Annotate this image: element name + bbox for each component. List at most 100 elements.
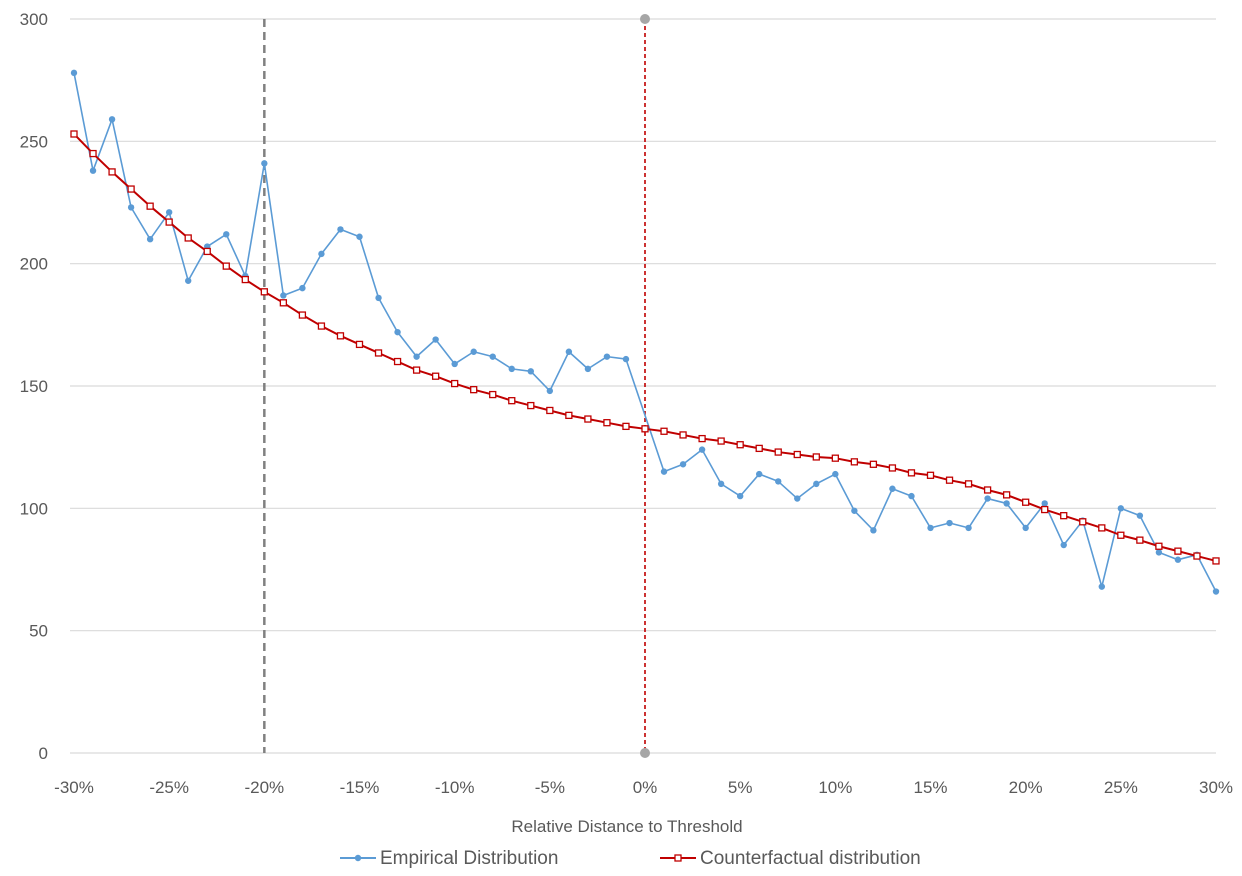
data-point	[1155, 542, 1163, 550]
data-point	[1212, 557, 1220, 565]
x-tick-label: 5%	[728, 778, 753, 797]
data-point	[755, 444, 763, 453]
data-point	[470, 386, 478, 394]
y-tick-label: 150	[20, 377, 48, 396]
legend-swatch-marker	[354, 854, 362, 862]
data-point	[774, 448, 782, 456]
data-point	[793, 450, 801, 459]
x-tick-label: -25%	[149, 778, 189, 797]
data-point	[184, 234, 192, 242]
data-point	[794, 495, 801, 502]
data-point	[870, 527, 877, 534]
data-point	[394, 328, 401, 336]
legend-swatch-marker	[674, 854, 682, 862]
data-point	[775, 478, 782, 485]
data-point	[832, 470, 839, 478]
data-point	[1022, 524, 1029, 532]
data-point	[813, 480, 820, 488]
data-point	[489, 353, 496, 360]
data-point	[108, 168, 116, 176]
data-point	[1174, 556, 1182, 563]
data-point	[1079, 518, 1087, 526]
data-point	[1098, 583, 1106, 590]
data-point	[375, 294, 382, 302]
data-point	[565, 348, 573, 355]
data-point	[146, 236, 154, 243]
data-point	[983, 486, 992, 494]
data-point	[203, 247, 211, 256]
data-point	[869, 460, 878, 468]
data-point	[432, 336, 439, 343]
data-point	[279, 299, 288, 307]
data-point	[1117, 505, 1125, 512]
legend-label: Counterfactual distribution	[700, 848, 921, 869]
data-point	[299, 284, 306, 292]
data-point	[1193, 552, 1201, 560]
data-point	[698, 446, 706, 453]
data-point	[603, 353, 611, 360]
data-point	[660, 427, 668, 435]
reference-line-endpoint	[640, 14, 650, 24]
data-point	[622, 355, 630, 363]
x-tick-label: 20%	[1009, 778, 1043, 797]
data-point	[412, 366, 421, 374]
data-point	[89, 149, 97, 158]
data-point	[127, 204, 135, 211]
gridlines	[70, 18, 1216, 754]
data-point	[1098, 524, 1106, 532]
data-point	[1003, 500, 1010, 507]
data-point	[89, 167, 97, 174]
data-point	[374, 349, 383, 357]
data-point	[603, 419, 611, 427]
data-point	[451, 360, 458, 368]
data-point	[356, 233, 363, 240]
data-point	[679, 431, 687, 439]
data-point	[165, 218, 173, 226]
x-tick-label: 15%	[913, 778, 947, 797]
data-point	[584, 365, 592, 373]
data-point	[1060, 512, 1068, 520]
data-point	[546, 406, 554, 415]
legend-item: Counterfactual distribution	[660, 848, 921, 869]
data-point	[717, 480, 725, 488]
x-tick-label: 10%	[818, 778, 852, 797]
data-point	[984, 495, 991, 502]
data-point	[1041, 500, 1048, 507]
legend-label: Empirical Distribution	[380, 848, 558, 869]
data-point	[336, 332, 345, 340]
legend: Empirical Distribution Counterfactual dis…	[340, 848, 921, 869]
data-point	[280, 292, 287, 299]
series-1	[70, 69, 1220, 595]
y-tick-label: 50	[29, 622, 48, 641]
data-point	[527, 401, 535, 410]
data-point	[261, 160, 268, 167]
data-point	[546, 387, 554, 395]
data-point	[260, 288, 268, 296]
data-point	[565, 411, 573, 420]
data-point	[946, 519, 953, 527]
x-tick-label: -30%	[54, 778, 94, 797]
data-point	[1041, 505, 1049, 514]
reference-lines	[263, 14, 650, 758]
data-point	[736, 441, 744, 449]
data-point	[431, 372, 440, 380]
data-point	[355, 340, 364, 349]
y-tick-label: 250	[20, 132, 48, 151]
data-point	[1136, 512, 1144, 519]
data-point	[1060, 541, 1067, 549]
data-point	[660, 468, 668, 475]
data-point	[1022, 498, 1030, 506]
y-tick-label: 200	[20, 255, 48, 274]
data-point	[527, 368, 534, 375]
data-point	[1174, 547, 1182, 555]
data-point	[489, 390, 497, 399]
data-point	[165, 209, 173, 216]
data-point	[888, 464, 897, 472]
data-point	[945, 476, 954, 484]
data-point	[393, 357, 402, 366]
x-tick-label: -15%	[340, 778, 380, 797]
data-point	[241, 275, 249, 284]
data-point	[851, 507, 858, 514]
data-point	[889, 485, 896, 492]
